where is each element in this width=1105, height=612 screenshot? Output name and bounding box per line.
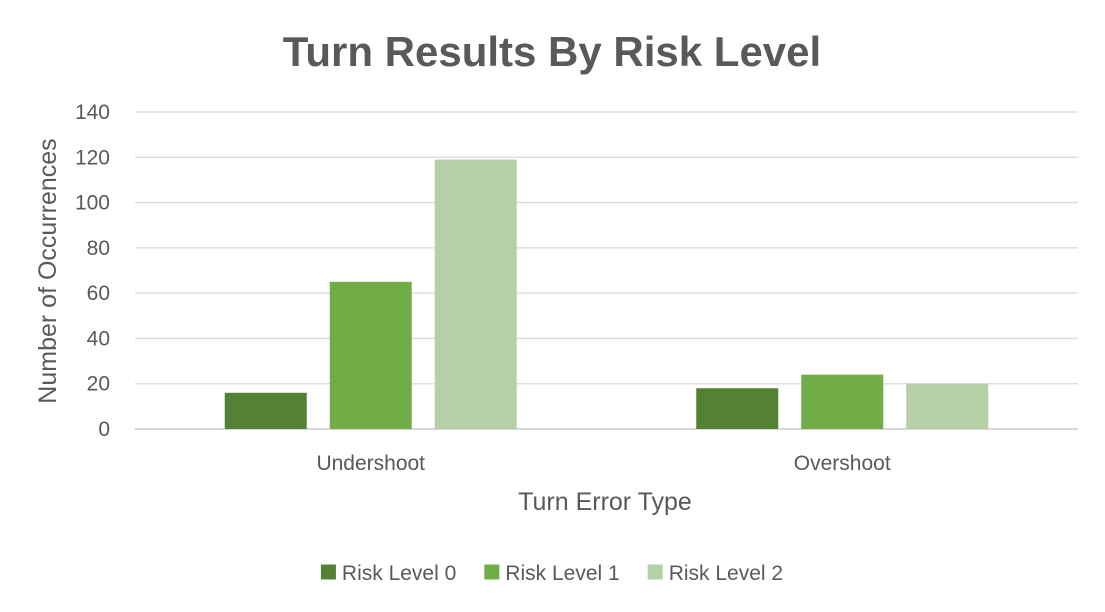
- y-tick-label: 100: [75, 192, 110, 215]
- y-tick-label: 60: [87, 282, 110, 305]
- bar-undershoot-series-1: [329, 281, 412, 429]
- legend-item: Risk Level 0: [320, 562, 456, 585]
- bar-undershoot-series-2: [434, 159, 517, 430]
- legend-label: Risk Level 2: [669, 562, 783, 585]
- legend-swatch: [647, 564, 663, 580]
- legend-item: Risk Level 2: [647, 562, 783, 585]
- legend-label: Risk Level 1: [505, 562, 619, 585]
- x-category-label: Undershoot: [316, 452, 425, 475]
- legend-swatch: [484, 564, 500, 580]
- y-tick-label: 80: [87, 237, 110, 260]
- legend-item: Risk Level 1: [484, 562, 620, 585]
- chart-title: Turn Results By Risk Level: [283, 28, 821, 75]
- y-tick-label: 140: [75, 101, 110, 124]
- bars: [224, 159, 989, 430]
- y-tick-label: 0: [98, 418, 110, 441]
- x-category-label: Overshoot: [794, 452, 891, 475]
- gridlines: [135, 111, 1078, 430]
- y-axis-title: Number of Occurrences: [34, 138, 62, 403]
- legend-swatch: [320, 564, 336, 580]
- bar-overshoot-series-0: [696, 388, 779, 429]
- y-axis-ticks: 0 20 40 60 80 100 120 140: [75, 101, 110, 441]
- x-axis-categories: Undershoot Overshoot: [316, 452, 890, 475]
- x-axis-title: Turn Error Type: [518, 488, 692, 516]
- bar-undershoot-series-0: [224, 392, 307, 429]
- bar-overshoot-series-2: [906, 383, 989, 429]
- y-tick-label: 20: [87, 373, 110, 396]
- legend: Risk Level 0 Risk Level 1 Risk Level 2: [320, 562, 783, 585]
- y-tick-label: 40: [87, 327, 110, 350]
- legend-label: Risk Level 0: [342, 562, 456, 585]
- y-tick-label: 120: [75, 146, 110, 169]
- bar-overshoot-series-1: [801, 374, 884, 429]
